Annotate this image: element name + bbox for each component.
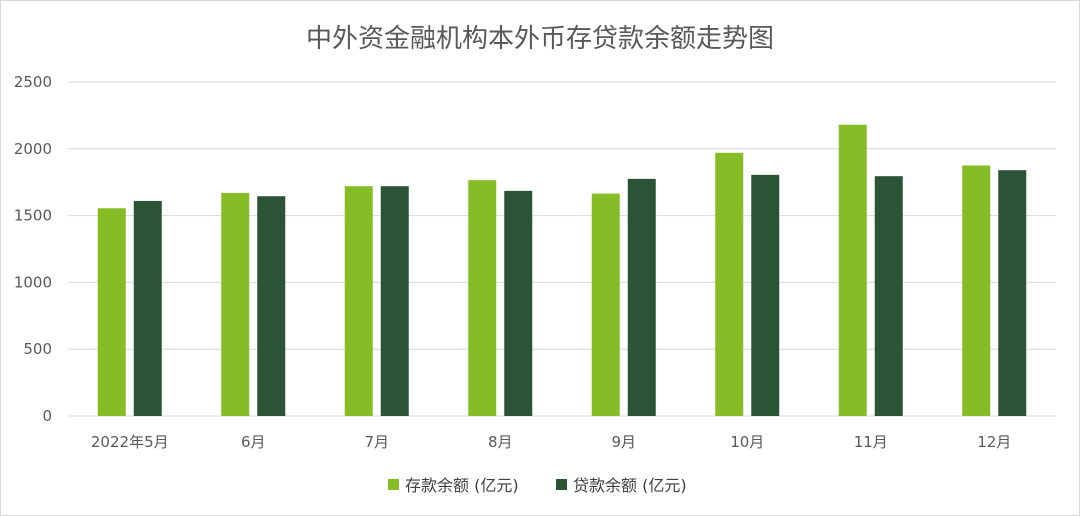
bar-deposit — [838, 124, 867, 416]
x-tick-label: 10月 — [730, 433, 764, 451]
y-tick-label: 1000 — [14, 273, 52, 291]
x-tick-label: 2022年5月 — [91, 433, 169, 451]
bar-loan — [751, 174, 780, 416]
bar-deposit — [221, 192, 250, 416]
bar-loan — [257, 196, 286, 416]
legend: 存款余额 (亿元) 贷款余额 (亿元) — [388, 476, 687, 495]
x-tick-label: 8月 — [488, 433, 513, 451]
x-tick-label: 6月 — [241, 433, 266, 451]
y-tick-label: 2000 — [14, 140, 52, 158]
legend-label-loan: 贷款余额 (亿元) — [573, 476, 687, 495]
bar-loan — [627, 178, 656, 416]
y-tick-label: 1500 — [14, 207, 52, 225]
bar-loan — [380, 186, 409, 416]
legend-swatch-deposit — [388, 479, 399, 490]
y-tick-label: 2500 — [14, 73, 52, 91]
bar-deposit — [715, 152, 744, 417]
bar-loan — [874, 176, 903, 416]
bar-deposit — [97, 208, 126, 416]
bar-deposit — [344, 186, 373, 416]
bar-loan — [504, 190, 533, 416]
bar-loan — [133, 200, 162, 416]
y-tick-label: 500 — [23, 340, 52, 358]
x-tick-label: 9月 — [611, 433, 636, 451]
x-axis-ticks: 2022年5月 6月 7月 8月 9月 10月 11月 12月 — [91, 433, 1011, 451]
bars — [97, 124, 1027, 417]
y-tick-label: 0 — [42, 407, 52, 425]
chart-title: 中外资金融机构本外币存贷款余额走势图 — [306, 24, 774, 54]
y-axis-ticks: 0 500 1000 1500 2000 2500 — [14, 73, 52, 425]
x-tick-label: 11月 — [854, 433, 888, 451]
bar-deposit — [591, 193, 620, 416]
bar-loan — [998, 170, 1027, 416]
gridlines — [68, 81, 1056, 417]
bar-deposit — [468, 180, 497, 416]
bar-deposit — [962, 165, 991, 416]
legend-label-deposit: 存款余额 (亿元) — [405, 476, 519, 495]
legend-swatch-loan — [556, 479, 567, 490]
x-tick-label: 12月 — [977, 433, 1011, 451]
x-tick-label: 7月 — [364, 433, 389, 451]
